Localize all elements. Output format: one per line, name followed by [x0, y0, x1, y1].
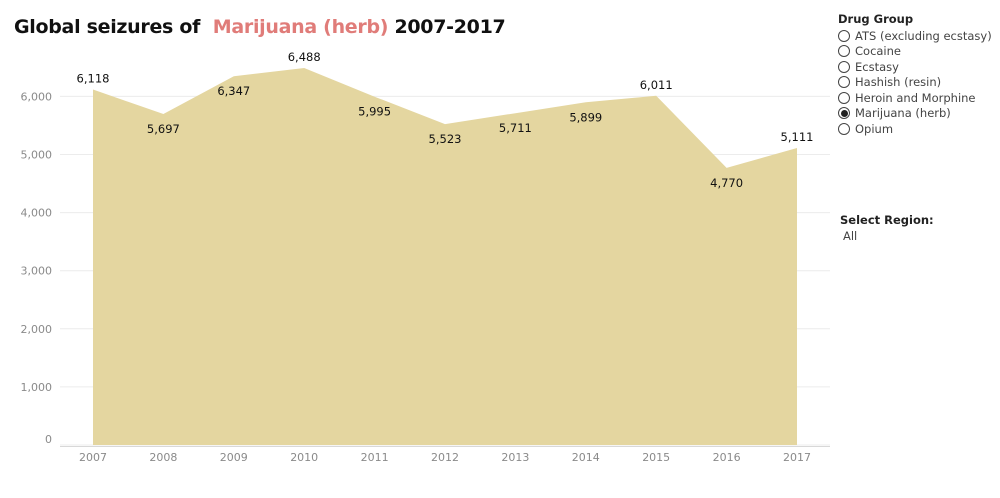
drug-group-option-label: Opium — [855, 121, 894, 136]
drug-group-option-label: Cocaine — [855, 44, 901, 59]
x-tick-label: 2015 — [642, 451, 670, 464]
x-tick-label: 2013 — [501, 451, 529, 464]
y-tick-label: 3,000 — [21, 265, 53, 278]
region-value[interactable]: All — [843, 229, 858, 243]
region-filter: Select Region: All — [840, 213, 934, 243]
area-chart: 0 1,000 2,000 3,000 4,000 5,000 6,000 2007 2008 2… — [21, 50, 830, 464]
data-label: 4,770 — [710, 176, 743, 190]
drug-group-label: Drug Group — [838, 12, 914, 26]
title-prefix: Global seizures of — [14, 16, 201, 38]
chart-title: Global seizures of Marijuana (herb) 2007… — [14, 16, 506, 38]
drug-group-option-label: ATS (excluding ecstasy) — [855, 28, 992, 43]
x-tick-label: 2009 — [220, 451, 248, 464]
drug-group-option[interactable]: Opium — [838, 121, 998, 137]
x-tick-label: 2010 — [290, 451, 318, 464]
y-tick-label: 1,000 — [21, 381, 53, 394]
x-tick-label: 2017 — [783, 451, 811, 464]
data-label: 6,488 — [288, 50, 321, 64]
region-label: Select Region: — [840, 213, 934, 227]
x-tick-label: 2016 — [713, 451, 741, 464]
radio-unchecked-icon[interactable] — [838, 91, 850, 104]
x-tick-label: 2014 — [572, 451, 600, 464]
x-tick-label: 2007 — [79, 451, 107, 464]
y-tick-label: 2,000 — [21, 323, 53, 336]
data-label: 5,111 — [781, 130, 814, 144]
drug-group-filter: Drug Group ATS (excluding ecstasy) Cocain… — [838, 12, 998, 137]
radio-unchecked-icon[interactable] — [838, 45, 850, 58]
drug-group-option-label: Heroin and Morphine — [855, 90, 976, 105]
drug-group-option[interactable]: Marijuana (herb) — [838, 106, 998, 122]
radio-unchecked-icon[interactable] — [838, 122, 850, 135]
drug-group-option-label: Hashish (resin) — [855, 75, 942, 90]
drug-group-option[interactable]: ATS (excluding ecstasy) — [838, 28, 998, 44]
title-highlight: Marijuana (herb) — [212, 16, 389, 38]
data-label: 5,711 — [499, 121, 532, 135]
drug-group-option[interactable]: Hashish (resin) — [838, 75, 998, 91]
drug-group-radio-list: ATS (excluding ecstasy) Cocaine Ecstasy Has… — [838, 28, 998, 137]
drug-group-option-label: Ecstasy — [855, 59, 899, 74]
radio-unchecked-icon[interactable] — [838, 29, 850, 42]
y-tick-label: 4,000 — [21, 207, 53, 220]
x-tick-label: 2012 — [431, 451, 459, 464]
data-label: 5,697 — [147, 122, 180, 136]
drug-group-option[interactable]: Cocaine — [838, 44, 998, 60]
data-label: 5,899 — [569, 110, 602, 124]
drug-group-option[interactable]: Heroin and Morphine — [838, 90, 998, 106]
data-label: 5,995 — [358, 105, 391, 119]
drug-group-option[interactable]: Ecstasy — [838, 59, 998, 75]
y-tick-label: 5,000 — [21, 149, 53, 162]
radio-unchecked-icon[interactable] — [838, 60, 850, 73]
x-tick-label: 2008 — [149, 451, 177, 464]
radio-unchecked-icon[interactable] — [838, 76, 850, 89]
data-label: 5,523 — [429, 132, 462, 146]
data-label: 6,011 — [640, 78, 673, 92]
y-tick-label: 6,000 — [21, 90, 53, 103]
radio-checked-icon[interactable] — [838, 107, 850, 120]
area-series — [93, 68, 797, 445]
title-suffix: 2007-2017 — [394, 16, 506, 38]
data-label: 6,347 — [217, 84, 250, 98]
data-label: 6,118 — [77, 72, 110, 86]
x-tick-label: 2011 — [361, 451, 389, 464]
drug-group-option-label: Marijuana (herb) — [855, 106, 951, 121]
y-tick-label: 0 — [45, 433, 52, 446]
